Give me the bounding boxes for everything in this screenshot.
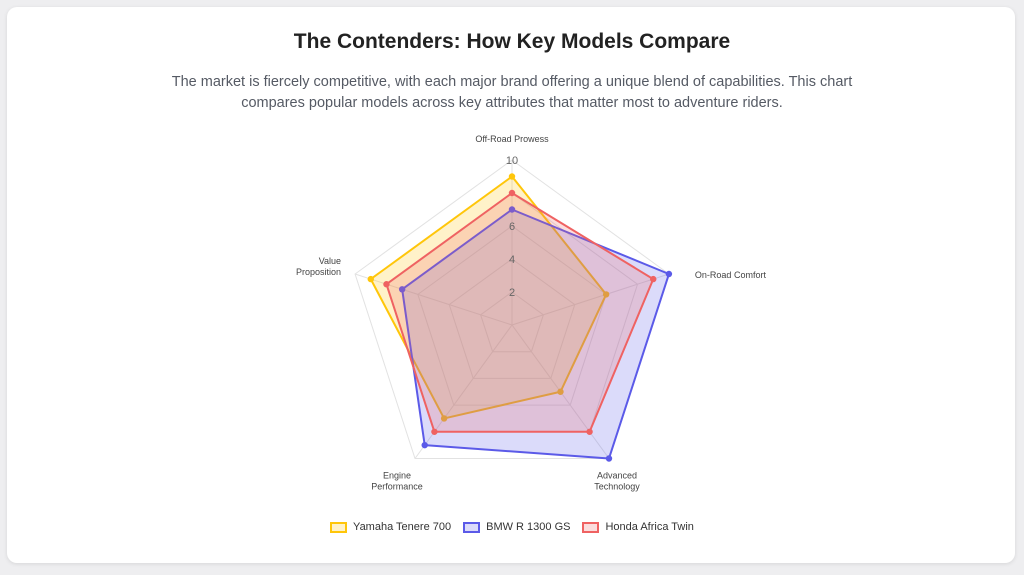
legend-swatch	[582, 521, 600, 533]
data-point	[605, 455, 613, 462]
axis-label: Advanced	[597, 470, 637, 480]
data-point	[440, 415, 448, 422]
grid-spoke	[511, 273, 670, 326]
grid-ring	[354, 159, 670, 459]
data-point	[557, 388, 564, 395]
axis-label: Performance	[371, 481, 423, 491]
data-point	[367, 275, 374, 283]
chart-title: The Contenders: How Key Models Compare	[293, 30, 731, 53]
grid-spoke	[414, 324, 513, 459]
tick-label: 4	[509, 254, 515, 266]
chart-legend: Yamaha Tenere 700 BMW R 1300 GS Honda Afri…	[0, 519, 1024, 535]
series-area	[401, 208, 670, 460]
grid-ring	[448, 258, 576, 379]
legend-item[interactable]: Yamaha Tenere 700	[330, 521, 451, 533]
data-point	[650, 275, 657, 283]
legend-item[interactable]: BMW R 1300 GS	[463, 521, 570, 533]
grid-ring	[417, 225, 607, 406]
data-point	[602, 291, 610, 298]
data-point	[508, 206, 516, 213]
data-point	[431, 428, 438, 435]
chart-description: The market is fiercely competitive, with…	[171, 74, 853, 111]
series-area	[369, 175, 608, 420]
chart-card	[7, 7, 1015, 563]
tick-label: 10	[506, 155, 518, 167]
legend-swatch	[463, 521, 481, 533]
axis-label: On-Road Comfort	[695, 270, 767, 280]
legend-label: Yamaha Tenere 700	[353, 521, 452, 533]
data-point	[421, 441, 428, 449]
series-area	[385, 192, 655, 433]
grid-spoke	[354, 273, 513, 326]
axis-label: Engine	[383, 470, 411, 480]
data-point	[508, 189, 516, 197]
data-point	[383, 281, 390, 288]
data-point	[665, 270, 673, 278]
legend-label: BMW R 1300 GS	[486, 521, 571, 533]
axis-label: Technology	[594, 481, 640, 491]
legend-swatch	[330, 521, 348, 533]
legend-label: Honda Africa Twin	[605, 521, 694, 533]
axis-label: Proposition	[296, 267, 341, 277]
data-point	[398, 286, 406, 293]
axis-label: Off-Road Prowess	[475, 134, 549, 144]
data-point	[508, 173, 516, 180]
grid-ring	[480, 291, 544, 353]
legend-item[interactable]: Honda Africa Twin	[582, 521, 694, 533]
tick-label: 6	[509, 221, 515, 233]
tick-label: 2	[509, 287, 515, 299]
data-point	[586, 428, 593, 435]
axis-label: Value	[319, 256, 341, 266]
